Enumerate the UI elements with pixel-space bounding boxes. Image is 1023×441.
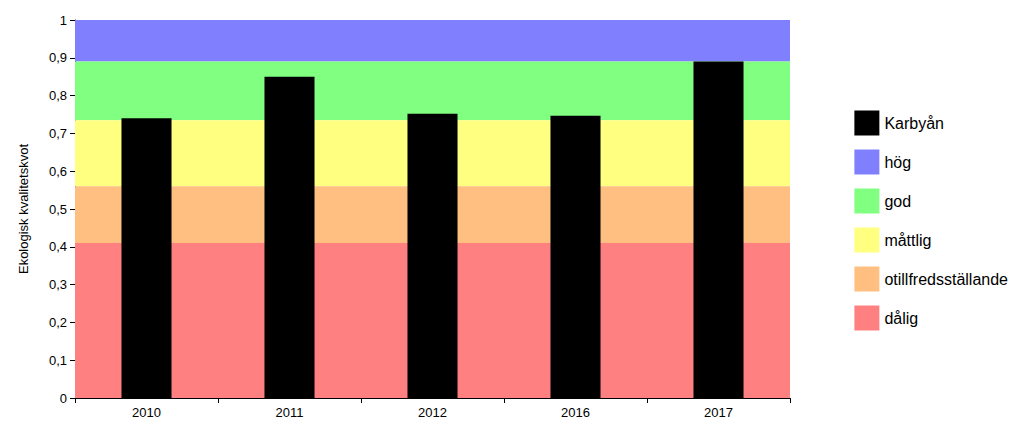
svg-text:0,6: 0,6: [49, 164, 67, 179]
svg-text:0,8: 0,8: [49, 88, 67, 103]
svg-text:1: 1: [60, 13, 67, 28]
svg-text:hög: hög: [884, 154, 911, 171]
svg-text:2016: 2016: [561, 405, 590, 420]
svg-text:dålig: dålig: [884, 310, 918, 327]
svg-text:otillfredsställande: otillfredsställande: [884, 271, 1008, 288]
svg-text:0,1: 0,1: [49, 353, 67, 368]
svg-text:0,4: 0,4: [49, 239, 67, 254]
svg-text:0,3: 0,3: [49, 277, 67, 292]
svg-text:Karbyån: Karbyån: [884, 115, 944, 132]
svg-text:0,5: 0,5: [49, 202, 67, 217]
svg-text:Ekologisk kvalitetskvot: Ekologisk kvalitetskvot: [16, 144, 31, 274]
svg-text:2011: 2011: [276, 405, 304, 420]
svg-text:2010: 2010: [132, 405, 161, 420]
svg-text:0,2: 0,2: [49, 315, 67, 330]
svg-text:god: god: [884, 193, 911, 210]
svg-text:måttlig: måttlig: [884, 232, 931, 249]
svg-text:0: 0: [60, 391, 67, 406]
svg-text:2012: 2012: [418, 405, 447, 420]
svg-text:0,7: 0,7: [49, 126, 67, 141]
svg-text:0,9: 0,9: [49, 50, 67, 65]
svg-text:2017: 2017: [704, 405, 733, 420]
